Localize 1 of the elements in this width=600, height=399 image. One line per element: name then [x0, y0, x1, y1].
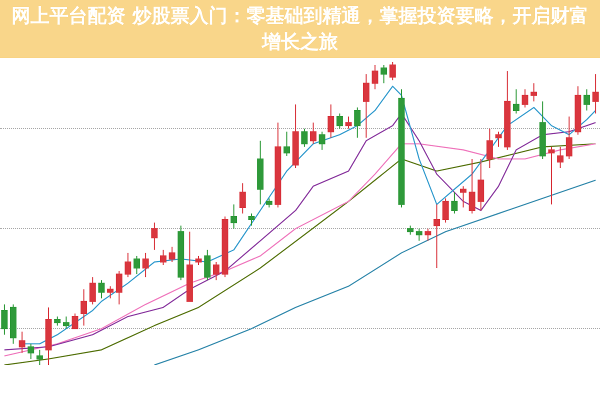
chart-title: 网上平台配资 炒股票入门：零基础到精通，掌握投资要略，开启财富增长之旅 [0, 0, 600, 58]
